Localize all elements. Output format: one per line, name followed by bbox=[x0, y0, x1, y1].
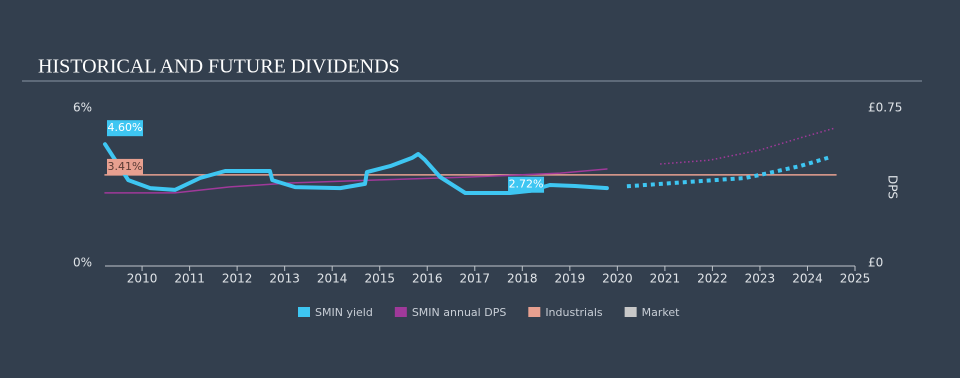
annotation-box bbox=[107, 158, 143, 175]
x-tick-label: 2019 bbox=[555, 272, 586, 286]
legend-swatch bbox=[528, 307, 541, 317]
legend-swatch bbox=[298, 307, 310, 317]
legend-label: Industrials bbox=[545, 306, 603, 319]
series-line bbox=[104, 168, 608, 194]
x-tick-label: 2024 bbox=[792, 272, 823, 286]
annotation-label: 4.60% bbox=[108, 121, 143, 134]
x-tick-label: 2013 bbox=[269, 272, 300, 286]
x-tick-label: 2014 bbox=[317, 272, 348, 286]
legend-label: SMIN yield bbox=[315, 306, 373, 319]
x-tick-label: 2025 bbox=[840, 272, 871, 286]
y2-tick-label: £0.75 bbox=[868, 101, 902, 115]
x-tick-label: 2021 bbox=[650, 272, 681, 286]
x-tick-label: 2015 bbox=[364, 272, 395, 286]
y2-tick-label: £0 bbox=[868, 256, 883, 270]
y-tick-label: 0% bbox=[73, 256, 92, 270]
x-tick-label: 2020 bbox=[602, 272, 633, 286]
x-tick-label: 2022 bbox=[697, 272, 728, 286]
x-tick-label: 2023 bbox=[745, 272, 776, 286]
annotation-box bbox=[508, 176, 545, 193]
legend-label: SMIN annual DPS bbox=[412, 306, 506, 319]
chart-title: HISTORICAL AND FUTURE DIVIDENDS bbox=[38, 56, 400, 78]
x-tick-label: 2011 bbox=[174, 272, 205, 286]
x-tick-label: 2016 bbox=[412, 272, 443, 286]
annotation-label: 2.72% bbox=[509, 178, 544, 191]
y-tick-label: 6% bbox=[73, 101, 92, 115]
x-tick-label: 2017 bbox=[459, 272, 490, 286]
legend-swatch bbox=[624, 307, 637, 317]
x-tick-label: 2018 bbox=[507, 272, 538, 286]
forecast-line bbox=[660, 127, 836, 165]
legend-label: Market bbox=[642, 306, 680, 319]
y2-axis-label: DPS bbox=[886, 175, 900, 199]
annotation-label: 3.41% bbox=[108, 160, 143, 173]
x-tick-label: 2010 bbox=[127, 272, 158, 286]
forecast-line bbox=[626, 155, 831, 189]
annotation-box bbox=[107, 120, 143, 137]
x-tick-label: 2012 bbox=[222, 272, 253, 286]
legend-swatch bbox=[394, 307, 407, 317]
